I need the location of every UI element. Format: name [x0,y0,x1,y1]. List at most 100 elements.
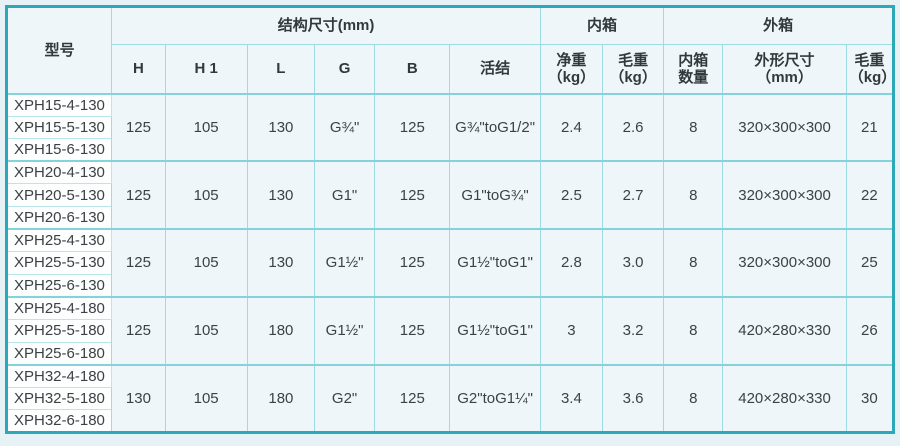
group-header-outer-box: 外箱 [663,6,894,45]
model-cell: XPH15-6-130 [5,138,113,162]
data-cell: 2.4 [539,92,603,162]
table-row: XPH25-4-180 125 105 180 G1½" 125 G1½"toG… [5,295,895,366]
data-cell: 420×280×330 [722,363,847,433]
data-cell: 180 [246,363,316,433]
data-cell: 2.5 [539,160,603,230]
data-cell: G2" [313,363,376,433]
data-cell: 125 [374,160,451,230]
col-header-model: 型号 [5,6,113,94]
data-cell: G1½" [313,228,376,298]
data-cell: 130 [246,92,316,162]
data-cell: 105 [164,228,248,298]
data-cell: 3.4 [539,363,603,433]
table-row: XPH15-6-130 [5,138,894,162]
data-cell: 3.2 [601,295,665,366]
table-row: XPH25-4-130 125 105 130 G1½" 125 G1½"toG… [5,228,895,298]
table-row: XPH20-4-130 125 105 130 G1" 125 G1"toG¾"… [5,160,895,230]
col-header-gross-weight-inner: 毛重 （kg） [601,44,665,95]
data-cell: 320×300×300 [722,228,847,298]
group-header-structure-dimensions: 结构尺寸(mm) [111,6,541,45]
model-cell: XPH25-6-130 [5,273,113,298]
data-cell: 125 [374,92,451,162]
col-header-h: H [111,44,166,95]
data-cell: 21 [845,92,895,162]
model-cell: XPH25-5-130 [5,251,113,275]
data-cell: G¾"toG1/2" [449,92,541,162]
data-cell: 125 [111,228,166,298]
data-cell: 420×280×330 [722,295,847,366]
data-cell: 125 [374,363,451,433]
data-cell: G1½"toG1" [449,228,541,298]
data-cell: 180 [246,295,316,366]
model-cell: XPH20-4-130 [5,160,113,185]
data-cell: 105 [164,363,248,433]
data-cell: 3.0 [601,228,665,298]
table-row: XPH25-5-130 [5,251,894,275]
data-cell: G2"toG1¼" [449,363,541,433]
model-cell: XPH32-6-180 [5,409,113,433]
model-cell: XPH25-5-180 [5,318,113,343]
table-row: XPH25-5-180 [5,318,894,343]
data-cell: 125 [111,160,166,230]
col-header-outer-dimensions: 外形尺寸 （mm） [722,44,847,95]
model-cell: XPH25-4-130 [5,228,113,253]
table-row: XPH15-4-130 125 105 130 G¾" 125 G¾"toG1/… [5,92,895,162]
data-cell: 8 [663,295,724,366]
column-header-row: H H 1 L G B 活结 净重 （kg） 毛重 （kg） 内箱 数量 外形尺… [7,44,895,95]
model-cell: XPH15-5-130 [5,115,113,140]
data-cell: 26 [845,295,895,366]
data-cell: 8 [663,363,724,433]
model-cell: XPH25-4-180 [5,295,113,320]
data-cell: G1½" [313,295,376,366]
data-cell: 8 [663,160,724,230]
model-cell: XPH20-6-130 [5,205,113,230]
group-header-inner-box: 内箱 [539,6,665,45]
data-cell: 320×300×300 [722,92,847,162]
data-cell: 105 [164,92,248,162]
col-header-l: L [246,44,316,95]
data-cell: 125 [374,295,451,366]
col-header-h1: H 1 [164,44,248,95]
data-cell: G¾" [313,92,376,162]
table-row: XPH32-5-180 [5,386,894,411]
col-header-b: B [374,44,451,95]
table-row: XPH15-5-130 [5,115,894,140]
data-cell: 2.8 [539,228,603,298]
data-cell: 2.7 [601,160,665,230]
model-cell: XPH32-5-180 [5,386,113,411]
col-header-g: G [313,44,376,95]
model-cell: XPH20-5-130 [5,183,113,207]
model-cell: XPH32-4-180 [5,363,113,388]
data-cell: 2.6 [601,92,665,162]
col-header-net-weight: 净重 （kg） [539,44,603,95]
data-cell: 125 [111,92,166,162]
data-cell: 105 [164,295,248,366]
col-header-gross-weight-outer: 毛重 （kg） [845,44,895,95]
model-cell: XPH15-4-130 [5,92,113,117]
group-header-row: 型号 结构尺寸(mm) 内箱 外箱 [5,6,894,94]
data-cell: G1½"toG1" [449,295,541,366]
data-cell: 125 [374,228,451,298]
data-cell: 25 [845,228,895,298]
data-cell: 30 [845,363,895,433]
table-row: XPH32-6-180 [5,409,894,433]
data-cell: 8 [663,228,724,298]
table-row: XPH25-6-130 [5,273,894,298]
data-cell: 125 [111,295,166,366]
col-header-union: 活结 [449,44,541,95]
spec-table-frame: 型号 结构尺寸(mm) 内箱 外箱 H H 1 L G B 活结 净重 （kg）… [5,5,895,434]
data-cell: 130 [246,228,316,298]
model-cell: XPH25-6-180 [5,341,113,366]
data-cell: 105 [164,160,248,230]
data-cell: 8 [663,92,724,162]
data-cell: G1" [313,160,376,230]
data-cell: 3.6 [601,363,665,433]
table-row: XPH20-5-130 [5,183,894,207]
data-cell: G1"toG¾" [449,160,541,230]
data-cell: 320×300×300 [722,160,847,230]
product-spec-table: 型号 结构尺寸(mm) 内箱 外箱 H H 1 L G B 活结 净重 （kg）… [5,5,895,434]
data-cell: 22 [845,160,895,230]
col-header-inner-box-qty: 内箱 数量 [663,44,724,95]
data-cell: 130 [246,160,316,230]
data-cell: 130 [111,363,166,433]
